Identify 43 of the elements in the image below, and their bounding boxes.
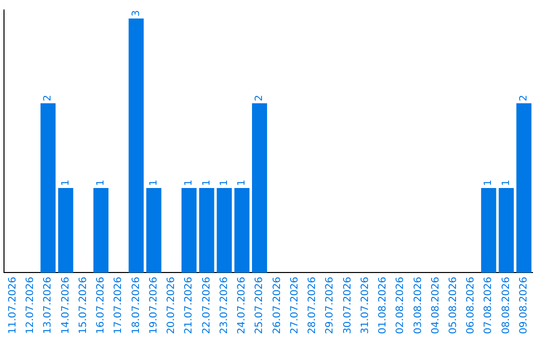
x-tick-label: 30.07.2026 [342,276,354,334]
x-tick-label: 21.07.2026 [184,276,195,334]
x-tick-label: 13.07.2026 [42,276,54,334]
data-label: 1 [236,180,248,186]
x-tick-label: 24.07.2026 [236,276,248,334]
x-tick-label: 22.07.2026 [201,276,212,334]
data-label: 1 [96,180,107,186]
x-tick-label: 18.07.2026 [130,276,142,334]
data-label: 2 [518,94,530,102]
data-label: 2 [42,94,54,102]
x-tick-label: 23.07.2026 [218,276,230,334]
data-label: 1 [148,180,160,186]
x-tick-label: 15.07.2026 [78,276,89,334]
x-tick-label: 12.07.2026 [25,276,36,334]
x-tick-label: 01.08.2026 [378,276,389,334]
x-tick-label: 03.08.2026 [412,276,424,334]
x-tick-label: 02.08.2026 [395,276,406,334]
data-label: 1 [60,180,72,186]
x-tick-label: 11.07.2026 [7,276,18,334]
x-tick-label: 28.07.2026 [307,276,318,334]
x-tick-label: 26.07.2026 [272,276,283,334]
x-tick-label: 05.08.2026 [448,276,459,334]
x-tick-label: 20.07.2026 [166,276,178,334]
x-tick-label: 29.07.2026 [324,276,336,334]
data-label: 1 [201,180,212,186]
data-label: 1 [483,180,494,186]
x-tick-label: 16.07.2026 [96,276,107,334]
x-tick-label: 27.07.2026 [289,276,300,334]
x-tick-label: 08.08.2026 [500,276,512,334]
data-label: 2 [254,94,266,102]
x-tick-label: 06.08.2026 [466,276,477,334]
data-label: 1 [184,180,195,186]
data-label: 3 [130,10,142,16]
x-tick-label: 17.07.2026 [113,276,124,334]
x-tick-label: 09.08.2026 [518,276,530,334]
x-tick-label: 25.07.2026 [254,276,266,334]
x-tick-label: 14.07.2026 [60,276,72,334]
data-label: 1 [218,180,230,186]
x-tick-label: 19.07.2026 [148,276,160,334]
data-label: 1 [500,180,512,186]
x-tick-label: 07.08.2026 [483,276,494,334]
x-tick-label: 04.08.2026 [430,276,442,334]
x-tick-label: 31.07.2026 [360,276,371,334]
